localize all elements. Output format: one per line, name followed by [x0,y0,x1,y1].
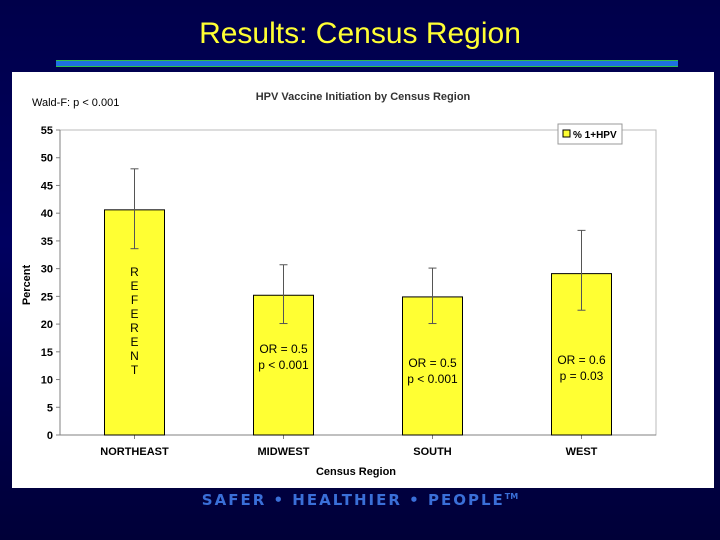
bar-annotation-line: T [131,363,139,377]
chart-title: HPV Vaccine Initiation by Census Region [256,91,471,103]
y-tick-label: 40 [41,208,53,220]
bar-annotation-line: OR = 0.5 [408,356,457,370]
y-tick-label: 45 [41,180,53,192]
title-divider [56,60,678,67]
legend-swatch [562,129,571,138]
y-tick-label: 25 [41,291,53,303]
y-tick-label: 55 [41,125,53,137]
legend-box [557,123,623,145]
bar-annotation-line: F [131,293,138,307]
legend-label: % 1+HPV [573,130,617,141]
bar-chart: Wald-F: p < 0.001 HPV Vaccine Initiation… [21,91,657,478]
footer-slogan: SAFER • HEALTHIER • PEOPLETM [0,491,720,509]
x-tick-label: NORTHEAST [100,446,169,458]
y-tick-label: 50 [41,153,53,165]
bar-annotation-line: R [130,265,139,279]
bar-annotation-line: E [130,307,138,321]
bar-annotation-line: p < 0.001 [407,372,458,386]
y-tick-label: 5 [47,402,53,414]
bar-annotation-line: OR = 0.5 [259,342,308,356]
bar-annotation-line: E [130,279,138,293]
bar-annotation-line: N [130,349,139,363]
footer-text: SAFER • HEALTHIER • PEOPLE [201,491,505,509]
bar-annotation-line: OR = 0.6 [557,353,606,367]
y-tick-label: 15 [41,347,53,359]
x-tick-label: MIDWEST [258,446,310,458]
bar-annotation-line: p = 0.03 [560,369,604,383]
slide-title: Results: Census Region [199,17,521,50]
y-tick-label: 30 [41,264,53,276]
y-tick-label: 35 [41,236,53,248]
y-tick-label: 10 [41,375,53,387]
x-axis-label: Census Region [316,466,396,478]
wald-annotation: Wald-F: p < 0.001 [32,97,119,109]
x-tick-label: WEST [566,446,598,458]
y-tick-label: 0 [47,430,53,442]
bar-annotation-line: E [130,335,138,349]
x-tick-label: SOUTH [413,446,452,458]
y-axis-label: Percent [21,264,33,305]
y-tick-label: 20 [41,319,53,331]
bar-annotation-line: p < 0.001 [258,358,309,372]
bar-annotation-line: R [130,321,139,335]
trademark-mark: TM [504,492,519,501]
chart-panel: Wald-F: p < 0.001 HPV Vaccine Initiation… [12,72,714,488]
